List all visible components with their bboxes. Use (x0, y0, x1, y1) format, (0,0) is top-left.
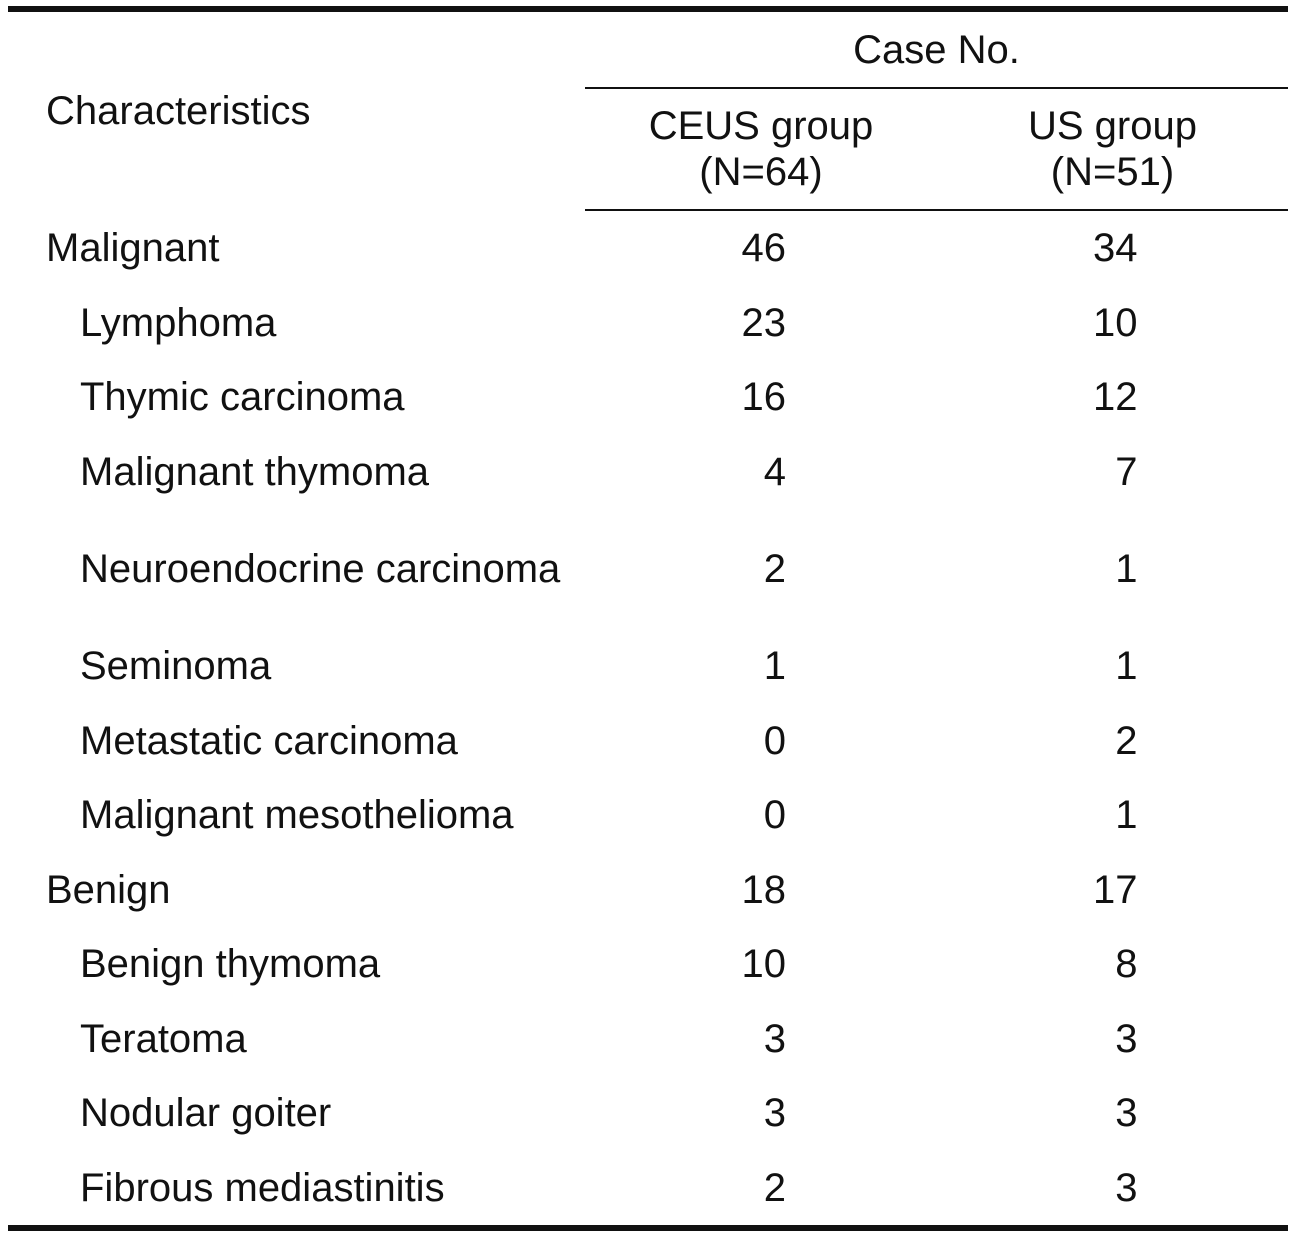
ceus-cell: 16 (585, 360, 937, 435)
us-cell: 3 (937, 1150, 1288, 1231)
us-cell: 17 (937, 853, 1288, 928)
characteristics-table: Characteristics Case No. CEUS group (N=6… (8, 6, 1288, 1231)
us-value: 1 (1115, 793, 1138, 838)
ceus-cell: 4 (585, 435, 937, 510)
ceus-value: 1 (763, 644, 786, 689)
table-row-lymphoma: Lymphoma 23 10 (8, 286, 1288, 361)
us-cell: 12 (937, 360, 1288, 435)
us-group-header-line2: (N=51) (1050, 150, 1175, 194)
row-label: Malignant thymoma (80, 449, 430, 494)
us-cell: 34 (937, 210, 1288, 286)
characteristics-header: Characteristics (8, 6, 585, 210)
table-header: Characteristics Case No. CEUS group (N=6… (8, 6, 1288, 211)
us-value: 3 (1115, 1091, 1138, 1136)
table-row-malignant: Malignant 46 34 (8, 210, 1288, 286)
ceus-cell: 10 (585, 927, 937, 1002)
ceus-value: 18 (741, 867, 787, 912)
us-value: 10 (1093, 300, 1138, 345)
us-value: 1 (1115, 644, 1138, 689)
row-label: Seminoma (80, 644, 272, 689)
us-value: 12 (1093, 375, 1138, 420)
row-label: Malignant (46, 225, 220, 270)
ceus-value: 46 (741, 226, 787, 271)
table-row-teratoma: Teratoma 3 3 (8, 1002, 1288, 1077)
ceus-value: 3 (763, 1016, 786, 1061)
us-value: 17 (1093, 867, 1138, 912)
row-label: Thymic carcinoma (80, 375, 405, 420)
table-row-nodular-goiter: Nodular goiter 3 3 (8, 1076, 1288, 1151)
ceus-value: 10 (741, 942, 787, 987)
row-label: Lymphoma (80, 300, 277, 345)
table-row-thymic-carcinoma: Thymic carcinoma 16 12 (8, 360, 1288, 435)
ceus-cell: 46 (585, 210, 937, 286)
row-label: Teratoma (80, 1016, 247, 1061)
us-cell: 1 (937, 629, 1288, 704)
ceus-value: 0 (763, 718, 786, 763)
table-row-benign-thymoma: Benign thymoma 10 8 (8, 927, 1288, 1002)
ceus-value: 2 (763, 1165, 786, 1210)
us-cell: 1 (937, 778, 1288, 853)
ceus-value: 4 (763, 449, 786, 494)
characteristics-header-label: Characteristics (46, 89, 311, 133)
us-group-header-line1: US group (1028, 104, 1197, 148)
row-label: Nodular goiter (80, 1091, 332, 1136)
case-no-header: Case No. (585, 6, 1288, 89)
ceus-cell: 2 (585, 1150, 937, 1231)
case-no-header-label: Case No. (853, 27, 1020, 72)
row-label: Fibrous mediastinitis (8, 1150, 585, 1231)
us-value: 8 (1115, 942, 1138, 987)
us-value: 2 (1115, 718, 1138, 763)
table-row-malignant-mesothelioma: Malignant mesothelioma 0 1 (8, 778, 1288, 853)
row-label: Benign (46, 867, 171, 912)
table-row-benign: Benign 18 17 (8, 853, 1288, 928)
us-value: 34 (1093, 226, 1138, 271)
us-cell: 2 (937, 704, 1288, 779)
ceus-group-header-line2: (N=64) (699, 150, 823, 194)
us-cell: 3 (937, 1076, 1288, 1151)
table-row-neuroendocrine-carcinoma: Neuroendocrine carcinoma 2 1 (8, 509, 1288, 629)
us-value: 3 (1115, 1165, 1138, 1210)
row-label: Malignant mesothelioma (80, 793, 514, 838)
us-cell: 8 (937, 927, 1288, 1002)
us-group-header: US group (N=51) (937, 88, 1288, 211)
ceus-value: 0 (763, 793, 786, 838)
ceus-value: 2 (763, 547, 786, 591)
table-row-metastatic-carcinoma: Metastatic carcinoma 0 2 (8, 704, 1288, 779)
ceus-cell: 0 (585, 704, 937, 779)
table-row-seminoma: Seminoma 1 1 (8, 629, 1288, 704)
ceus-value: 23 (741, 300, 787, 345)
table-row-fibrous-mediastinitis: Fibrous mediastinitis 2 3 (8, 1150, 1288, 1231)
ceus-cell: 2 (585, 509, 937, 629)
ceus-cell: 0 (585, 778, 937, 853)
row-label: Neuroendocrine carcinoma (80, 547, 561, 591)
ceus-group-header: CEUS group (N=64) (585, 88, 937, 211)
row-label: Benign thymoma (80, 942, 381, 987)
table-row-malignant-thymoma: Malignant thymoma 4 7 (8, 435, 1288, 510)
ceus-cell: 3 (585, 1076, 937, 1151)
ceus-cell: 23 (585, 286, 937, 361)
us-value: 1 (1115, 547, 1138, 591)
us-value: 7 (1115, 449, 1138, 494)
ceus-group-header-line1: CEUS group (648, 104, 874, 148)
us-cell: 7 (937, 435, 1288, 510)
us-cell: 1 (937, 509, 1288, 629)
ceus-value: 16 (741, 375, 787, 420)
us-cell: 3 (937, 1002, 1288, 1077)
ceus-cell: 3 (585, 1002, 937, 1077)
ceus-cell: 1 (585, 629, 937, 704)
us-value: 3 (1115, 1016, 1138, 1061)
table-body: Malignant 46 34 Lymphoma 23 10 Thymic ca… (8, 210, 1288, 1231)
ceus-cell: 18 (585, 853, 937, 928)
row-label: Metastatic carcinoma (80, 718, 458, 763)
us-cell: 10 (937, 286, 1288, 361)
ceus-value: 3 (763, 1091, 786, 1136)
